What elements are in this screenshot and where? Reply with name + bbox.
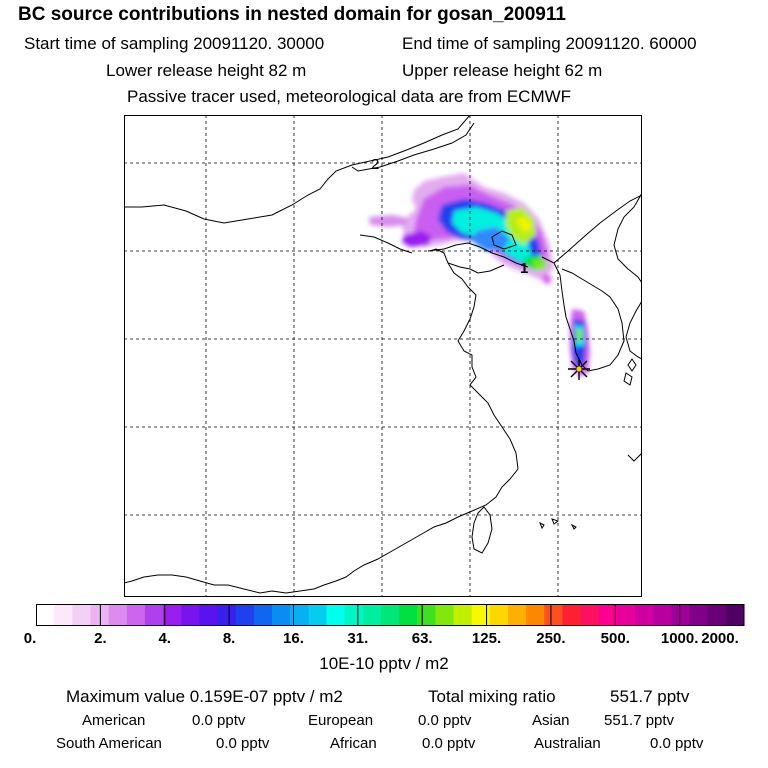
colorbar-cell	[272, 604, 291, 626]
colorbar-cell	[653, 604, 672, 626]
start-time-label: Start time of sampling 20091120. 30000	[24, 34, 325, 53]
colorbar-cell	[671, 604, 691, 626]
american-value: 0.0 pptv	[192, 712, 246, 729]
colorbar-tick-label: 500.	[600, 630, 630, 647]
colorbar-cell	[217, 604, 237, 626]
colorbar-cell	[562, 604, 582, 626]
colorbar-unit: 10E-10 pptv / m2	[319, 654, 449, 673]
trajectory-marker-2: 2	[371, 156, 379, 173]
colorbar-tick-label: 125.	[471, 630, 502, 647]
colorbar-cell	[380, 604, 400, 626]
colorbar-cell	[72, 604, 92, 626]
australian-value: 0.0 pptv	[650, 735, 704, 752]
colorbar-cell	[580, 604, 600, 626]
colorbar	[36, 604, 745, 626]
colorbar-cell	[126, 604, 146, 626]
south-american-label: South American	[56, 735, 162, 752]
lat-lon-grid	[124, 115, 642, 597]
colorbar-cell	[326, 604, 346, 626]
upper-release-height-label: Upper release height 62 m	[402, 61, 603, 80]
colorbar-tick-label: 2000.	[701, 630, 739, 647]
colorbar-cell	[90, 604, 110, 626]
colorbar-tick-label: 2.	[94, 630, 107, 647]
map-panel: 2 1	[124, 115, 642, 597]
asian-label: Asian	[532, 712, 570, 729]
colorbar-cell	[199, 604, 219, 626]
colorbar-cell	[163, 604, 182, 626]
total-mixing-ratio-label: Total mixing ratio	[428, 687, 556, 706]
colorbar-tick-label: 16.	[283, 630, 304, 647]
colorbar-cell	[689, 604, 709, 626]
colorbar-cell	[635, 604, 654, 626]
map-frame	[124, 115, 642, 597]
colorbar-tick-label: 8.	[222, 630, 236, 647]
lower-release-height-label: Lower release height 82 m	[106, 61, 307, 80]
colorbar-cell	[616, 604, 636, 626]
colorbar-cell	[526, 604, 545, 626]
colorbar-tick-label: 1000.	[660, 630, 699, 647]
maximum-value-label: Maximum value 0.159E-07 pptv / m2	[66, 687, 343, 706]
concentration-plume	[369, 173, 590, 377]
american-label: American	[82, 712, 146, 729]
african-label: African	[330, 735, 377, 752]
colorbar-cell	[344, 604, 364, 626]
colorbar-cell	[399, 604, 418, 626]
colorbar-tick-label: 0.	[23, 630, 37, 647]
colorbar-cell	[290, 604, 309, 626]
colorbar-cell	[453, 604, 473, 626]
colorbar-cell	[362, 604, 382, 626]
tracer-note: Passive tracer used, meteorological data…	[127, 87, 572, 106]
colorbar-cell	[471, 604, 491, 626]
release-site-star-icon	[568, 358, 590, 380]
colorbar-cell	[417, 604, 436, 626]
colorbar-cell	[489, 604, 509, 626]
plot-title: BC source contributions in nested domain…	[18, 4, 566, 25]
colorbar-cell	[435, 604, 455, 626]
coastlines	[124, 115, 642, 594]
african-value: 0.0 pptv	[422, 735, 476, 752]
colorbar-cell	[725, 604, 745, 626]
australian-label: Australian	[534, 735, 601, 752]
colorbar-cell	[235, 604, 255, 626]
colorbar-cell	[598, 604, 618, 626]
asian-value: 551.7 pptv	[604, 712, 675, 729]
european-value: 0.0 pptv	[418, 712, 472, 729]
colorbar-tick-label: 4.	[158, 630, 171, 647]
end-time-label: End time of sampling 20091120. 60000	[402, 34, 697, 53]
colorbar-cell	[308, 604, 328, 626]
colorbar-cell	[253, 604, 273, 626]
colorbar-cell	[144, 604, 164, 626]
colorbar-cell	[108, 604, 128, 626]
colorbar-tick-label: 63.	[411, 630, 433, 647]
colorbar-cell	[36, 604, 55, 626]
colorbar-cell	[508, 604, 527, 626]
colorbar-cell	[54, 604, 73, 626]
trajectory-marker-1: 1	[520, 260, 528, 277]
colorbar-cell	[544, 604, 564, 626]
colorbar-cell	[181, 604, 200, 626]
european-label: European	[308, 712, 374, 729]
total-mixing-ratio-value: 551.7 pptv	[610, 687, 690, 706]
colorbar-tick-label: 31.	[347, 630, 369, 647]
colorbar-tick-label: 250.	[536, 630, 566, 647]
colorbar-cell	[707, 604, 727, 626]
south-american-value: 0.0 pptv	[216, 735, 270, 752]
